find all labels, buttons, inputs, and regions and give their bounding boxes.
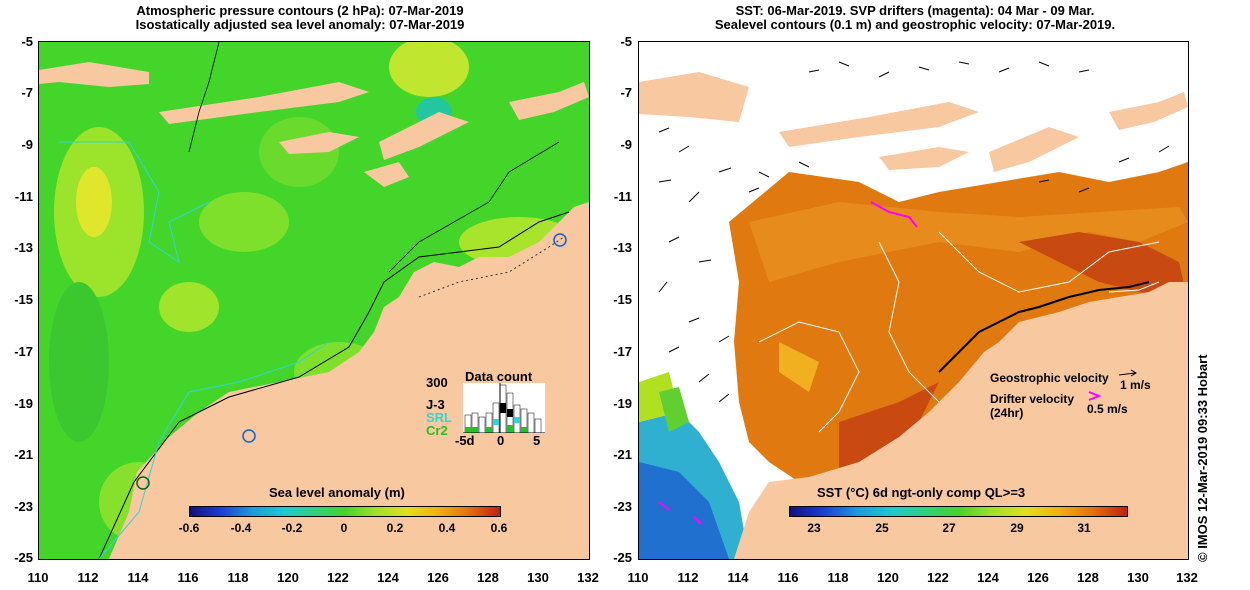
sst-map-svg (639, 42, 1188, 559)
geostrophic-arrow-icon (1119, 369, 1137, 377)
sla-tick-5: 0.4 (438, 521, 456, 535)
data-count-x-end: 5 (533, 433, 541, 448)
data-count-inset: Data count 300 J-3 SRL Cr2 (421, 369, 551, 449)
sst-tick-0: 23 (807, 521, 821, 535)
left-title-line1: Atmospheric pressure contours (2 hPa): 0… (136, 3, 464, 18)
sla-colorbar-label: Sea level anomaly (m) (269, 485, 405, 500)
left-xtick: 114 (127, 570, 149, 585)
left-ytick: -23 (14, 499, 33, 514)
right-ytick: -11 (613, 189, 632, 204)
right-xtick: 128 (1077, 570, 1099, 585)
left-ytick: -11 (14, 189, 33, 204)
left-ytick: -19 (14, 396, 33, 411)
right-title-line1: SST: 06-Mar-2019. SVP drifters (magenta)… (735, 3, 1095, 18)
data-count-histogram (463, 383, 545, 433)
left-ytick: -17 (14, 344, 33, 359)
right-ytick: -5 (620, 34, 632, 49)
left-xtick: 110 (27, 570, 49, 585)
data-count-cr2: Cr2 (426, 423, 448, 438)
drifter-velocity-label-2: (24hr) (990, 406, 1024, 420)
left-title-line2: Isostatically adjusted sea level anomaly… (135, 17, 465, 32)
left-xtick: 120 (277, 570, 299, 585)
left-ytick: -25 (14, 550, 33, 565)
drifter-velocity-scale: 0.5 m/s (1087, 402, 1128, 416)
left-ytick: -5 (21, 34, 33, 49)
left-xtick: 128 (477, 570, 499, 585)
data-count-x-start: -5d (455, 433, 475, 448)
sst-colorbar (789, 506, 1128, 517)
geostrophic-velocity-scale: 1 m/s (1120, 378, 1151, 392)
right-xtick: 120 (877, 570, 899, 585)
data-count-ymax: 300 (426, 375, 448, 390)
sla-colorbar (189, 506, 501, 517)
left-xtick: 112 (77, 570, 99, 585)
left-xtick: 122 (327, 570, 349, 585)
right-xtick: 116 (777, 570, 799, 585)
sst-tick-1: 25 (875, 521, 889, 535)
sea-level-anomaly-map-svg (39, 42, 589, 559)
geostrophic-velocity-label: Geostrophic velocity (990, 371, 1109, 385)
left-ytick: -9 (21, 137, 33, 152)
left-xtick: 132 (577, 570, 599, 585)
right-ytick: -19 (613, 396, 632, 411)
right-xtick: 130 (1127, 570, 1149, 585)
sla-tick-4: 0.2 (386, 521, 404, 535)
data-count-srl: SRL (426, 410, 452, 425)
left-xtick: 126 (427, 570, 449, 585)
sst-map: Geostrophic velocity 1 m/s Drifter veloc… (638, 41, 1189, 560)
right-ytick: -9 (620, 137, 632, 152)
right-xtick: 132 (1176, 570, 1198, 585)
left-ytick: -7 (21, 85, 33, 100)
sla-tick-1: -0.4 (230, 521, 252, 535)
sst-tick-3: 29 (1010, 521, 1024, 535)
right-xtick: 118 (827, 570, 849, 585)
left-xtick: 130 (527, 570, 549, 585)
right-xtick: 124 (977, 570, 999, 585)
right-ytick: -13 (613, 240, 632, 255)
right-ytick: -7 (620, 85, 632, 100)
right-xtick: 122 (927, 570, 949, 585)
right-ytick: -15 (613, 292, 632, 307)
right-xtick: 110 (627, 570, 649, 585)
sea-level-anomaly-map: Data count 300 J-3 SRL Cr2 (38, 41, 590, 560)
right-xtick: 112 (677, 570, 699, 585)
right-xtick: 114 (727, 570, 749, 585)
right-xtick: 126 (1027, 570, 1049, 585)
right-title-line2: Sealevel contours (0.1 m) and geostrophi… (714, 17, 1116, 32)
imos-credit: © IMOS 12-Mar-2019 09:33 Hobart (1195, 354, 1210, 562)
right-ytick: -21 (613, 447, 632, 462)
left-ytick: -15 (14, 292, 33, 307)
left-ytick: -21 (14, 447, 33, 462)
sla-tick-6: 0.6 (490, 521, 508, 535)
sla-tick-2: -0.2 (281, 521, 303, 535)
drifter-arrow-icon (1088, 391, 1102, 401)
drifter-velocity-label: Drifter velocity (990, 392, 1075, 406)
left-ytick: -13 (14, 240, 33, 255)
right-ytick: -25 (613, 550, 632, 565)
sla-tick-0: -0.6 (178, 521, 200, 535)
left-xtick: 118 (227, 570, 249, 585)
right-ytick: -23 (613, 499, 632, 514)
left-xtick: 116 (177, 570, 199, 585)
right-ytick: -17 (613, 344, 632, 359)
sst-tick-2: 27 (942, 521, 956, 535)
data-count-j3: J-3 (426, 397, 445, 412)
data-count-title: Data count (465, 369, 533, 384)
data-count-x-zero: 0 (497, 433, 505, 448)
sst-colorbar-label: SST (°C) 6d ngt-only comp QL>=3 (817, 485, 1026, 500)
left-xtick: 124 (377, 570, 399, 585)
sla-tick-3: 0 (340, 521, 348, 535)
sst-tick-4: 31 (1077, 521, 1091, 535)
